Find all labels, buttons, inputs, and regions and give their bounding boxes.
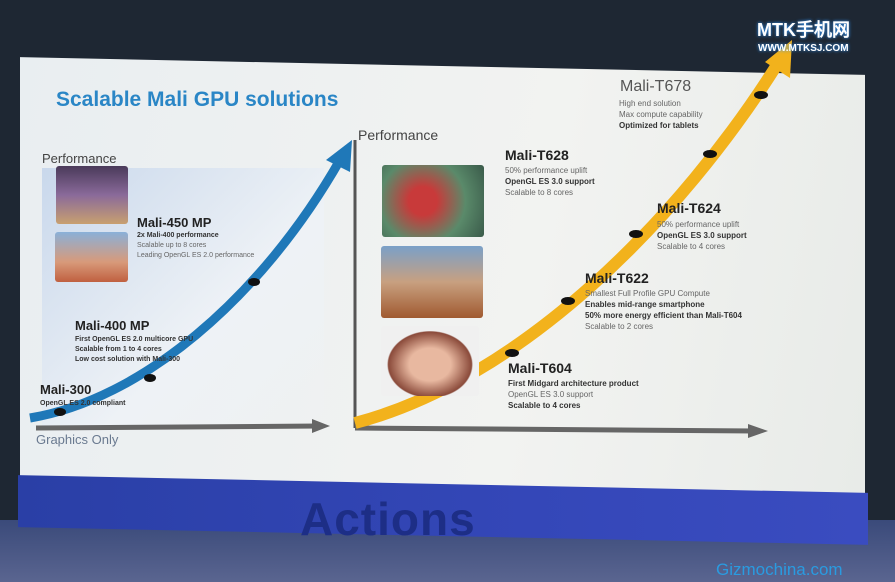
milestone-dot-t624 [629,230,643,238]
footer-band-text: Actions [300,493,476,545]
milestone-dot-t604 [505,349,519,357]
watermark-gizmochina: Gizmochina.com [716,560,843,579]
product-desc-mali-450: 2x Mali-400 performance Scalable up to 8 … [137,232,255,259]
left-x-axis [35,423,321,431]
product-name-mali-400: Mali-400 MP [75,318,150,333]
left-curve-arrowhead [326,140,352,172]
milestone-dot-t622 [561,297,575,305]
left-y-axis-label: Performance [42,151,117,166]
starfish-render-image [382,165,484,237]
product-desc-t604: First Midgard architecture product OpenGL… [508,379,639,410]
product-name-t604: Mali-T604 [508,360,572,376]
game-screenshot-image [56,166,128,224]
product-name-t622: Mali-T622 [585,270,649,286]
face-render-image [381,326,479,396]
right-y-axis-label: Performance [358,127,439,143]
racing-screenshot-image [55,232,128,282]
milestone-dot-mali-400 [144,374,156,382]
milestone-dot-mali-450 [248,278,260,286]
product-name-t678: Mali-T678 [620,78,692,95]
product-desc-mali-300: OpenGL ES 2.0 compliant [40,400,126,407]
product-desc-t622: Smallest Full Profile GPU Compute Enables… [585,289,742,331]
left-x-axis-label: Graphics Only [36,432,119,447]
product-desc-t624: 50% performance uplift OpenGL ES 3.0 supp… [657,220,747,251]
right-x-axis-arrowhead [748,424,768,438]
product-name-t624: Mali-T624 [657,200,721,216]
product-name-t628: Mali-T628 [505,147,569,163]
milestone-dot-t628 [703,150,717,158]
product-desc-mali-400: First OpenGL ES 2.0 multicore GPU Scalabl… [75,336,194,363]
left-x-axis-arrowhead [312,419,330,433]
right-curve-arrowhead [765,40,792,78]
watermark-mtk-url: WWW.MTKSJ.COM [758,43,849,54]
desert-buggy-image [381,246,483,318]
product-name-mali-300: Mali-300 [40,382,92,397]
product-name-mali-450: Mali-450 MP [137,215,212,230]
milestone-dot-mali-300 [54,408,66,416]
product-desc-t678: High end solution Max compute capability O… [619,99,703,130]
left-growth-curve [29,157,344,423]
watermark-mtk-logo: MTK手机网 [757,20,850,40]
milestone-dot-t678 [754,91,768,99]
right-growth-curve [353,56,786,429]
slide-title: Scalable Mali GPU solutions [56,88,339,111]
right-x-axis [354,425,756,434]
product-desc-t628: 50% performance uplift OpenGL ES 3.0 supp… [505,166,595,197]
